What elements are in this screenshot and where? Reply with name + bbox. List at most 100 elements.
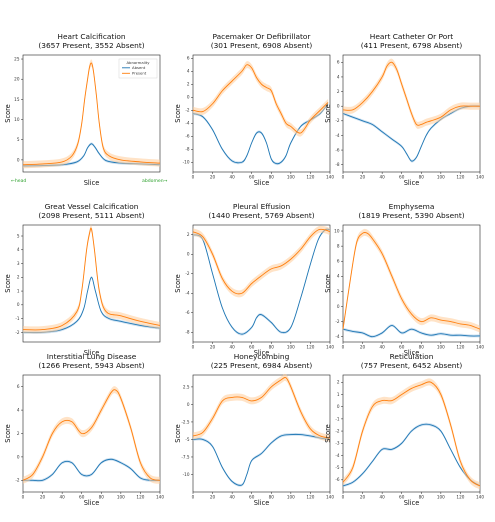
y-tick-label: 2 (187, 82, 190, 87)
x-tick-label: 120 (306, 495, 314, 500)
x-tick-label: 0 (192, 345, 195, 350)
x-tick-label: 120 (306, 175, 314, 180)
y-tick-label: 0 (337, 404, 340, 409)
series-band-present (23, 224, 160, 334)
x-tick-label: 140 (476, 495, 484, 500)
legend-entry: Absent (132, 65, 146, 70)
chart-panel-5: Emphysema(1819 Present, 5390 Absent) -4 -2… (324, 202, 484, 357)
y-tick-label: -2 (185, 108, 190, 113)
annotation-abdomen: abdomen→ (142, 178, 168, 184)
y-tick-label: -2 (185, 271, 190, 276)
x-tick-label: 0 (342, 495, 345, 500)
x-tick-label: 140 (326, 175, 334, 180)
chart-panel-2: Heart Catheter Or Port(411 Present, 6798… (324, 32, 484, 187)
x-tick-label: 40 (229, 345, 235, 350)
x-tick-label: 80 (419, 495, 425, 500)
y-axis-label: Score (324, 424, 332, 442)
y-tick-label: 2 (337, 380, 340, 385)
x-tick-label: 60 (399, 175, 405, 180)
series-line-absent (192, 433, 331, 486)
series-line-absent (342, 105, 481, 162)
x-tick-label: 120 (456, 345, 464, 350)
chart-subtitle: (1266 Present, 5943 Absent) (38, 361, 144, 370)
y-tick-label: -3 (335, 441, 340, 446)
x-tick-label: 40 (379, 175, 385, 180)
y-axis-label: Score (4, 424, 12, 442)
y-tick-label: 4 (337, 74, 340, 79)
y-tick-label: 2 (337, 289, 340, 294)
y-axis-label: Score (4, 104, 12, 122)
x-tick-label: 0 (192, 495, 195, 500)
y-axis-label: Score (4, 274, 12, 292)
series-line-present (342, 381, 481, 487)
series-band-absent (193, 432, 330, 487)
y-tick-label: -2 (15, 478, 20, 483)
x-tick-label: 80 (419, 175, 425, 180)
y-tick-label: 2 (337, 89, 340, 94)
series-line-absent (192, 228, 331, 335)
y-tick-label: 1 (337, 392, 340, 397)
y-tick-label: -6 (335, 477, 340, 482)
series-line-present (342, 231, 481, 330)
series-band-absent (193, 102, 329, 166)
y-tick-label: 6 (337, 60, 340, 65)
x-axis-label: Slice (84, 179, 100, 187)
y-tick-label: -8 (335, 162, 340, 167)
chart-title: Reticulation (390, 352, 434, 361)
series-line-present (342, 61, 480, 126)
y-tick-label: 20 (14, 77, 20, 82)
x-tick-label: 60 (399, 345, 405, 350)
legend-entry: Present (132, 71, 147, 76)
x-tick-label: 60 (79, 495, 85, 500)
chart-subtitle: (1440 Present, 5769 Absent) (208, 211, 314, 220)
y-tick-label: 0 (17, 454, 20, 459)
x-tick-label: 140 (476, 175, 484, 180)
y-tick-label: 2 (17, 275, 20, 280)
y-tick-label: 4 (17, 247, 20, 252)
chart-title: Emphysema (389, 202, 435, 211)
axes-frame (192, 374, 331, 493)
x-tick-label: 140 (326, 495, 334, 500)
series-line-present (22, 62, 161, 166)
y-tick-label: 1 (17, 288, 20, 293)
y-axis-label: Score (174, 104, 182, 122)
series-line-present (192, 228, 331, 295)
x-tick-label: 140 (156, 495, 164, 500)
axes-frame (22, 224, 161, 343)
series-band-present (193, 225, 330, 298)
x-tick-label: 20 (360, 495, 366, 500)
series-line-present (192, 376, 331, 439)
chart-panel-8: Reticulation(757 Present, 6452 Absent) -6… (324, 352, 484, 507)
chart-panel-1: Pacemaker Or Defibrillator(301 Present, … (174, 32, 334, 187)
x-tick-label: 0 (342, 345, 345, 350)
x-tick-label: 60 (249, 345, 255, 350)
x-tick-label: 40 (379, 345, 385, 350)
x-tick-label: 40 (229, 495, 235, 500)
chart-title: Interstitial Lung Disease (47, 352, 137, 361)
y-tick-label: -10 (183, 472, 190, 477)
x-tick-label: 140 (476, 345, 484, 350)
x-axis-label: Slice (404, 499, 420, 507)
y-axis-label: Score (174, 424, 182, 442)
y-tick-label: -8 (185, 147, 190, 152)
series-line-present (22, 389, 161, 481)
chart-subtitle: (3657 Present, 3552 Absent) (38, 41, 144, 50)
y-tick-label: -4 (335, 133, 340, 138)
y-tick-label: 2 (17, 431, 20, 436)
axes-frame (192, 54, 331, 173)
x-axis-label: Slice (84, 499, 100, 507)
x-tick-label: 20 (40, 495, 46, 500)
y-tick-label: 3 (17, 261, 20, 266)
y-tick-label: 0 (187, 95, 190, 100)
y-tick-label: -6 (335, 147, 340, 152)
y-tick-label: -4 (335, 334, 340, 339)
x-tick-label: 60 (399, 495, 405, 500)
y-tick-label: 2 (187, 232, 190, 237)
series-band-present (23, 386, 160, 484)
chart-subtitle: (225 Present, 6984 Absent) (211, 361, 313, 370)
y-tick-label: -2 (335, 118, 340, 123)
y-tick-label: -2.5 (181, 419, 190, 424)
chart-subtitle: (411 Present, 6798 Absent) (361, 41, 463, 50)
series-line-absent (342, 324, 481, 338)
x-tick-label: 40 (379, 495, 385, 500)
